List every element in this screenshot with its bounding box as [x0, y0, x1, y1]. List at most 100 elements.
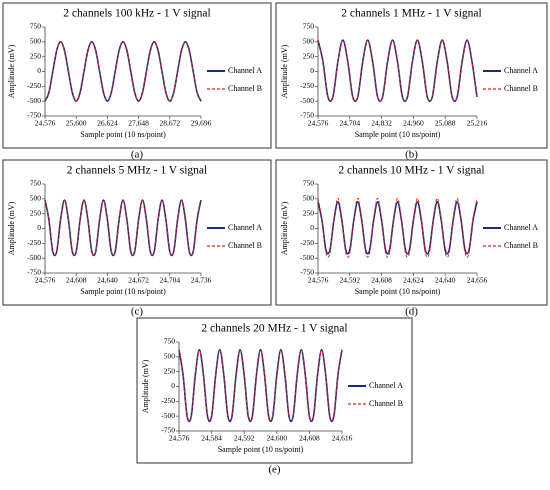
legend-label: Channel B [504, 84, 538, 93]
y-axis-title: Amplitude (mV) [7, 201, 16, 255]
legend-label: Channel B [369, 399, 403, 408]
x-tick-label: 24,592 [234, 434, 255, 443]
x-tick-label: 24,576 [35, 119, 56, 128]
y-tick-label: 0 [37, 66, 41, 75]
series-line [317, 39, 478, 103]
series-line [317, 197, 478, 258]
y-tick-label: 0 [310, 66, 314, 75]
y-tick-label: -750 [27, 268, 41, 277]
y-tick-label: -250 [161, 396, 175, 405]
y-tick-label: 500 [303, 37, 315, 46]
panel-frame [275, 159, 548, 306]
y-tick-label: -250 [300, 81, 314, 90]
y-tick-label: 250 [164, 366, 176, 375]
x-axis-title: Sample point (10 ns/point) [355, 130, 441, 139]
y-tick-label: -500 [27, 253, 41, 262]
y-tick-label: 750 [303, 22, 315, 31]
series-line [44, 199, 202, 257]
panel-frame [2, 159, 272, 306]
x-tick-label: 24,584 [201, 434, 222, 443]
series-line [317, 40, 478, 102]
x-tick-label: 24,600 [266, 434, 287, 443]
y-tick-label: -750 [300, 268, 314, 277]
y-axis-title: Amplitude (mV) [7, 44, 16, 98]
x-tick-label: 24,656 [467, 276, 488, 285]
series-line [44, 41, 202, 102]
series-line [317, 200, 478, 255]
chart-title: 2 channels 5 MHz - 1 V signal [67, 165, 207, 177]
x-tick-label: 27,648 [128, 119, 149, 128]
y-tick-label: 750 [164, 337, 176, 346]
y-tick-label: -500 [300, 96, 314, 105]
x-tick-label: 24,608 [66, 276, 87, 285]
x-tick-label: 29,696 [191, 119, 212, 128]
chart-title: 2 channels 100 kHz - 1 V signal [63, 8, 210, 20]
x-tick-label: 24,960 [403, 119, 424, 128]
legend-label: Channel A [369, 381, 403, 390]
x-tick-label: 24,576 [308, 276, 329, 285]
legend-label: Channel A [228, 66, 262, 75]
legend-label: Channel A [504, 223, 538, 232]
chart-title: 2 channels 10 MHz - 1 V signal [338, 165, 484, 177]
y-tick-label: -750 [161, 426, 175, 435]
panel-frame [136, 317, 413, 464]
y-tick-label: 0 [171, 381, 175, 390]
x-tick-label: 24,736 [191, 276, 212, 285]
y-axis-title: Amplitude (mV) [141, 359, 150, 413]
x-tick-label: 24,592 [339, 276, 360, 285]
y-tick-label: 250 [30, 51, 42, 60]
x-axis-title: Sample point (10 ns/point) [355, 287, 441, 296]
x-tick-label: 24,576 [35, 276, 56, 285]
y-tick-label: -500 [161, 411, 175, 420]
x-tick-label: 24,640 [97, 276, 118, 285]
y-tick-label: 750 [30, 179, 42, 188]
y-tick-label: -500 [27, 96, 41, 105]
x-tick-label: 24,624 [403, 276, 424, 285]
y-tick-label: 0 [37, 223, 41, 232]
y-tick-label: 500 [30, 37, 42, 46]
panel-label: (d) [405, 306, 418, 318]
y-tick-label: 250 [30, 208, 42, 217]
x-tick-label: 25,088 [435, 119, 456, 128]
y-tick-label: 500 [30, 194, 42, 203]
y-tick-label: 500 [303, 194, 315, 203]
y-tick-label: 750 [303, 179, 315, 188]
y-tick-label: 500 [164, 352, 176, 361]
y-tick-label: 250 [303, 51, 315, 60]
y-axis-title: Amplitude (mV) [280, 44, 289, 98]
legend-label: Channel A [228, 223, 262, 232]
legend-label: Channel B [504, 241, 538, 250]
panel-frame [2, 2, 272, 149]
chart-title: 2 channels 20 MHz - 1 V signal [201, 323, 347, 335]
x-tick-label: 24,704 [159, 276, 180, 285]
series-line [178, 348, 343, 423]
x-axis-title: Sample point (10 ns/point) [218, 445, 304, 454]
x-tick-label: 24,640 [435, 276, 456, 285]
y-tick-label: -250 [27, 238, 41, 247]
y-tick-label: 750 [30, 22, 42, 31]
y-tick-label: 0 [310, 223, 314, 232]
x-tick-label: 24,616 [332, 434, 353, 443]
x-tick-label: 28,672 [159, 119, 180, 128]
y-tick-label: -250 [300, 238, 314, 247]
panel-frame [275, 2, 548, 149]
x-tick-label: 24,704 [339, 119, 360, 128]
x-tick-label: 24,576 [169, 434, 190, 443]
y-tick-label: -500 [300, 253, 314, 262]
y-tick-label: 250 [303, 208, 315, 217]
x-tick-label: 24,608 [371, 276, 392, 285]
y-tick-label: -750 [300, 111, 314, 120]
y-tick-label: -250 [27, 81, 41, 90]
x-axis-title: Sample point (10 ns/point) [80, 130, 166, 139]
x-tick-label: 24,832 [371, 119, 392, 128]
panel-label: (e) [268, 464, 281, 476]
panel-label: (a) [131, 149, 144, 161]
series-line [178, 349, 343, 422]
panel-label: (c) [131, 306, 144, 318]
x-tick-label: 26,624 [97, 119, 118, 128]
x-tick-label: 24,608 [299, 434, 320, 443]
series-line [44, 200, 202, 256]
legend-label: Channel B [228, 241, 262, 250]
